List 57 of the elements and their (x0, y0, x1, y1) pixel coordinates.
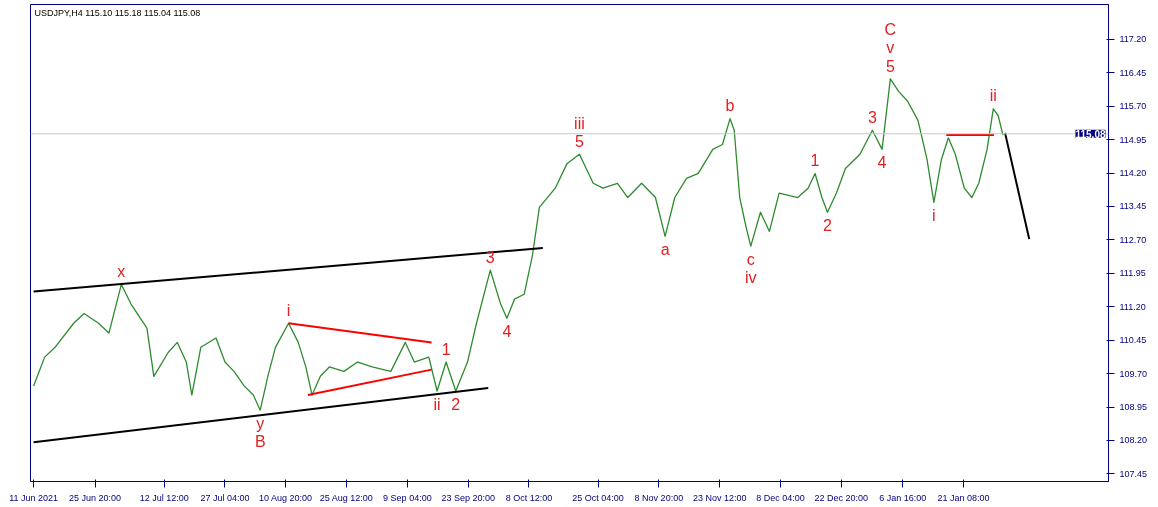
y-tick-label: 107.45 (1119, 468, 1148, 479)
annotation: 1 (810, 152, 820, 170)
annotation: x (117, 262, 126, 280)
line-series (32, 78, 1004, 411)
annotation: 2 (451, 396, 461, 413)
annotation: 4 (877, 154, 887, 172)
x-tick-label: 25 Jun 20:00 (69, 492, 122, 503)
annotation: y (256, 414, 265, 432)
y-tick-label: 111.95 (1119, 268, 1146, 279)
y-tick-label: 108.95 (1119, 402, 1148, 413)
annotation: iv (745, 268, 757, 286)
x-tick-label: 21 Jan 08:00 (937, 492, 990, 503)
x-tick-label: 12 Jul 12:00 (139, 492, 189, 503)
annotation: B (254, 432, 266, 450)
y-tick-label: 117.20 (1119, 34, 1147, 45)
x-tick-label: 8 Oct 12:00 (505, 492, 553, 503)
y-tick-label: 113.45 (1119, 201, 1147, 212)
annotation: 4 (502, 323, 512, 341)
x-tick-label: 23 Nov 12:00 (692, 492, 747, 503)
x-tick-label: 8 Nov 20:00 (634, 492, 684, 503)
annotation: i (932, 206, 936, 224)
y-tick-label: 108.20 (1119, 435, 1148, 446)
y-tick-label: 112.70 (1119, 234, 1147, 245)
x-tick-label: 23 Sep 20:00 (441, 492, 495, 503)
annotation: ii (433, 395, 441, 413)
annotation: C (884, 21, 897, 39)
annotation: ii (989, 87, 997, 105)
annotation: 2 (823, 217, 833, 235)
x-tick-label: 10 Aug 20:00 (259, 492, 313, 503)
y-tick-label: 115.70 (1119, 101, 1147, 112)
x-tick-label: 25 Aug 12:00 (319, 492, 373, 503)
x-tick-label: 25 Oct 04:00 (572, 492, 624, 503)
annotation: c (746, 250, 755, 268)
ref-line-label: 115.08 (1075, 128, 1106, 140)
y-tick-label: 111.20 (1119, 301, 1146, 312)
x-tick-label: 27 Jul 04:00 (200, 492, 250, 503)
chart-title: USDJPY,H4 115.10 115.18 115.04 115.08 (34, 7, 201, 18)
y-tick-label: 109.70 (1119, 368, 1148, 379)
annotation: 3 (867, 109, 877, 127)
annotation: 5 (885, 57, 895, 75)
x-tick-label: 11 Jun 2021 (9, 492, 59, 503)
y-tick-label: 114.95 (1119, 134, 1147, 145)
annotation: a (660, 240, 670, 258)
annotation: b (725, 97, 735, 115)
x-tick-label: 22 Dec 20:00 (814, 492, 869, 503)
annotation: v (886, 39, 895, 57)
annotation: 3 (485, 249, 495, 267)
y-tick-label: 114.20 (1119, 168, 1147, 179)
x-tick-label: 8 Dec 04:00 (756, 492, 805, 503)
y-tick-label: 110.45 (1119, 335, 1147, 346)
annotation: 1 (441, 341, 451, 359)
annotation: i (286, 301, 291, 319)
x-tick-label: 6 Jan 16:00 (879, 492, 927, 503)
y-tick-label: 116.45 (1119, 67, 1147, 78)
annotation: 5 (574, 133, 584, 151)
x-tick-label: 9 Sep 04:00 (383, 492, 432, 503)
annotation: iii (574, 114, 585, 132)
